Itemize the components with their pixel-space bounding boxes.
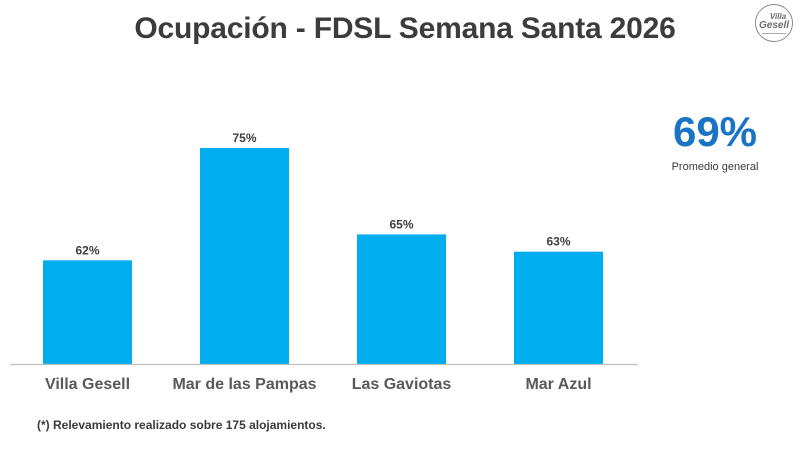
data-label: 63% — [546, 235, 570, 249]
bar-las-gaviotas — [357, 234, 446, 364]
footnote: (*) Relevamiento realizado sobre 175 alo… — [37, 418, 326, 432]
logo-underline — [762, 32, 786, 34]
data-label: 65% — [389, 217, 413, 231]
bar-mar-azul — [514, 251, 603, 364]
logo-text-villa: Villa — [769, 11, 787, 21]
chart-title: Ocupación - FDSL Semana Santa 2026 — [134, 12, 676, 45]
category-label: Villa Gesell — [45, 376, 130, 393]
logo-text-gesell: Gesell — [758, 19, 790, 31]
category-label: Mar Azul — [525, 376, 591, 393]
bar-villa-gesell — [43, 260, 132, 364]
kpi-average-label: Promedio general — [671, 161, 759, 173]
villa-gesell-logo-icon: Villa Gesell — [755, 4, 793, 42]
data-label: 75% — [232, 131, 256, 145]
kpi-average-value: 69% — [672, 108, 758, 155]
category-label: Mar de las Pampas — [172, 376, 316, 393]
category-label: Las Gaviotas — [352, 376, 452, 393]
bar-mar-de-las-pampas — [200, 148, 289, 364]
bars-group: 62% Villa Gesell 75% Mar de las Pampas 65% La… — [43, 131, 603, 393]
data-label: 62% — [75, 243, 99, 257]
